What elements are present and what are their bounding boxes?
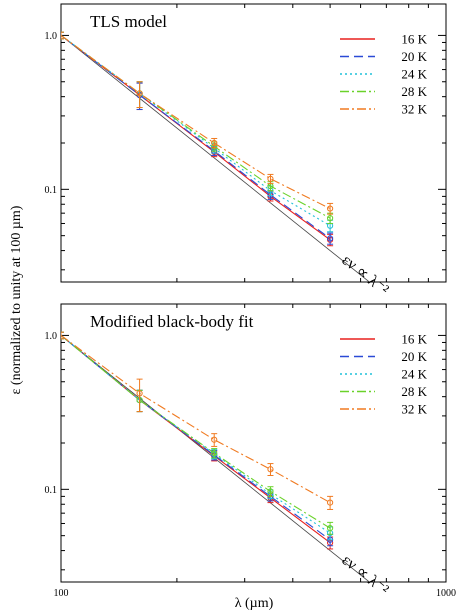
- data-point: [267, 488, 274, 495]
- y-tick-label: 0.1: [45, 485, 58, 496]
- plot-area: [61, 31, 371, 282]
- legend-label: 16 K: [401, 32, 427, 47]
- legend-label: 20 K: [401, 49, 427, 64]
- legend-label: 32 K: [401, 402, 427, 417]
- legend-label: 32 K: [401, 102, 427, 117]
- data-point: [327, 205, 334, 212]
- data-point: [327, 524, 334, 532]
- data-point: [267, 466, 274, 473]
- legend-label: 20 K: [401, 349, 427, 364]
- legend-label: 28 K: [401, 84, 427, 99]
- reference-line: [61, 35, 371, 282]
- data-point: [211, 449, 218, 457]
- legend-label: 28 K: [401, 384, 427, 399]
- data-point: [327, 499, 334, 506]
- series-line: [61, 334, 331, 541]
- series-line: [61, 334, 331, 534]
- panel-title: Modified black-body fit: [90, 312, 254, 331]
- data-point: [211, 139, 218, 147]
- y-tick-label: 0.1: [45, 185, 58, 196]
- series-line: [61, 34, 331, 227]
- panel-modified-black-body: 1.0 0.1 100 1000 Modified black-body fit εν ∝…: [45, 303, 456, 599]
- legend-label: 24 K: [401, 367, 427, 382]
- plot-frame: [60, 303, 447, 583]
- y-tick-label: 1.0: [45, 31, 58, 42]
- plot-frame: [60, 3, 447, 283]
- series-line: [61, 34, 331, 239]
- y-tick-label: 1.0: [45, 331, 58, 342]
- data-point: [327, 235, 334, 242]
- reference-label: εν ∝ λ⁻²: [339, 552, 392, 599]
- x-tick-label: 100: [54, 588, 69, 599]
- y-axis-label: ε (normalized to unity at 100 µm): [9, 205, 24, 394]
- reference-line: [61, 335, 371, 582]
- data-point: [327, 215, 334, 222]
- panel-title: TLS model: [90, 12, 167, 31]
- plot-area: [61, 331, 371, 582]
- legend-label: 16 K: [401, 332, 427, 347]
- series-line: [61, 34, 331, 219]
- series-line: [61, 334, 331, 529]
- data-point: [136, 90, 143, 97]
- series-line: [61, 334, 331, 544]
- x-tick-label: 1000: [436, 588, 456, 599]
- series-line: [61, 34, 331, 210]
- x-axis-label: λ (µm): [235, 596, 274, 611]
- panel-tls-model: 1.0 0.1 TLS model εν ∝ λ⁻² 16 K 20 K 24 K 28 K 3…: [45, 3, 447, 299]
- data-point: [136, 390, 143, 397]
- legend-label: 24 K: [401, 67, 427, 82]
- reference-label: εν ∝ λ⁻²: [339, 252, 392, 299]
- data-point: [211, 436, 218, 443]
- series-line: [61, 334, 331, 504]
- data-point: [267, 175, 274, 182]
